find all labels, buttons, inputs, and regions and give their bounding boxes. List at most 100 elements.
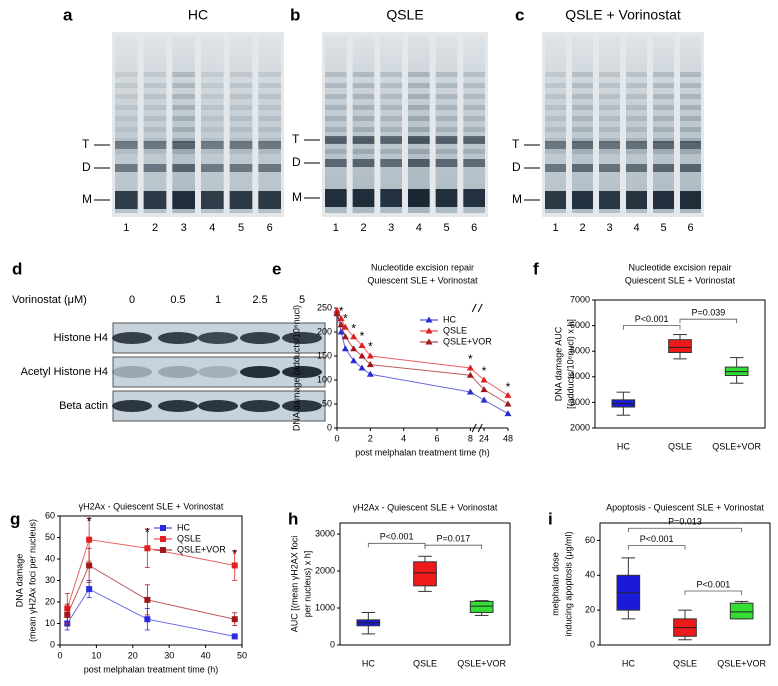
p-value: P=0.013 xyxy=(668,517,702,527)
x-axis-label: post melphalan treatment time (h) xyxy=(355,447,490,457)
gel-band xyxy=(201,164,224,172)
gel-smear xyxy=(626,94,647,99)
gel-smear xyxy=(435,83,458,88)
y-tick-label: 150 xyxy=(317,350,332,360)
marker xyxy=(86,562,93,569)
gel-smear xyxy=(572,138,593,143)
panel-letter: b xyxy=(290,5,300,24)
y-tick-label: 60 xyxy=(45,510,55,520)
lane-label: 1 xyxy=(552,222,558,234)
gel-smear xyxy=(258,149,281,154)
gel-lane xyxy=(572,36,593,213)
marker xyxy=(358,352,366,359)
significance-mark: * xyxy=(351,321,356,335)
y-axis-label: AUC [(mean γH2AX foci xyxy=(289,536,299,633)
blot-band xyxy=(158,332,198,344)
gel-smear xyxy=(572,94,593,99)
gel-band xyxy=(599,191,620,209)
y-tick-label: 7000 xyxy=(570,294,590,304)
gel-smear xyxy=(408,105,430,110)
axis-break xyxy=(477,423,483,433)
significance-mark: * xyxy=(482,364,487,378)
chart-title: γH2Ax - Quiescent SLE + Vorinostat xyxy=(353,502,498,512)
gel-smear xyxy=(143,94,167,99)
gel-smear xyxy=(325,83,347,88)
x-tick-label: HC xyxy=(362,658,375,668)
y-tick-label: 5000 xyxy=(570,346,590,356)
gel-band xyxy=(435,136,458,144)
x-tick-label: 10 xyxy=(91,650,101,660)
gel-band xyxy=(229,141,253,149)
axis-break xyxy=(471,303,477,313)
y-tick-label: 40 xyxy=(45,553,55,563)
gel-smear xyxy=(408,127,430,132)
gel-smear xyxy=(653,116,674,121)
gel-smear xyxy=(201,127,224,132)
gel-smear xyxy=(380,105,402,110)
blot-band xyxy=(282,332,322,344)
gel-band xyxy=(115,164,138,172)
y-tick-label: 0 xyxy=(590,639,595,649)
gel-smear xyxy=(380,149,402,154)
gel-smear xyxy=(653,94,674,99)
gel xyxy=(322,32,488,217)
marker xyxy=(504,400,512,407)
blot-band xyxy=(240,366,280,378)
marker xyxy=(350,345,358,352)
gel-smear xyxy=(352,83,375,88)
marker xyxy=(358,341,366,348)
gel-band xyxy=(143,141,167,149)
gel-smear xyxy=(229,127,253,132)
gel-smear xyxy=(435,149,458,154)
marker xyxy=(64,611,71,618)
gel-smear xyxy=(115,138,138,143)
x-tick-label: 6 xyxy=(435,433,440,443)
y-tick-label: 0 xyxy=(327,422,332,432)
gel-smear xyxy=(201,83,224,88)
gel-smear xyxy=(325,149,347,154)
y-axis-label: [(adducts/10⁶nucl) x h] xyxy=(565,319,575,409)
chart-title: Nucleotide excision repair xyxy=(371,262,474,272)
gel-smear xyxy=(626,83,647,88)
gel-smear xyxy=(380,116,402,121)
gel-smear xyxy=(408,149,430,154)
gel-band xyxy=(572,164,593,172)
gel-band xyxy=(572,191,593,209)
p-value: P<0.001 xyxy=(640,534,674,544)
marker xyxy=(144,545,151,552)
x-tick-label: 4 xyxy=(401,433,406,443)
gel-smear xyxy=(325,116,347,121)
panel-letter: g xyxy=(10,509,20,528)
lane-label: 6 xyxy=(687,222,693,234)
series-line xyxy=(336,310,509,396)
x-tick-label: 2 xyxy=(368,433,373,443)
x-tick-label: QSLE+VOR xyxy=(457,658,506,668)
marker xyxy=(86,536,93,543)
gel-smear xyxy=(572,83,593,88)
gel-band xyxy=(115,191,138,209)
gel-smear xyxy=(352,105,375,110)
bracket xyxy=(627,527,743,533)
gel-band xyxy=(626,164,647,172)
lane-label: 4 xyxy=(416,222,422,234)
marker xyxy=(333,306,341,313)
series-line xyxy=(66,539,235,609)
y-tick-label: 2000 xyxy=(570,422,590,432)
y-axis-label: DNA damage xyxy=(14,554,24,608)
gel-lane xyxy=(172,36,195,213)
gel-band xyxy=(258,141,281,149)
box xyxy=(469,600,494,613)
gel-smear xyxy=(115,94,138,99)
marker xyxy=(337,328,345,335)
gel-smear xyxy=(143,83,167,88)
marker xyxy=(341,345,349,352)
gel-smear xyxy=(463,94,485,99)
gel-smear xyxy=(463,149,485,154)
gel-band xyxy=(325,189,347,207)
lane-label: 2 xyxy=(152,222,158,234)
gel-smear xyxy=(680,149,701,154)
gel-smear xyxy=(352,149,375,154)
gel-smear xyxy=(435,127,458,132)
gel-smear xyxy=(380,127,402,132)
marker xyxy=(341,333,349,340)
